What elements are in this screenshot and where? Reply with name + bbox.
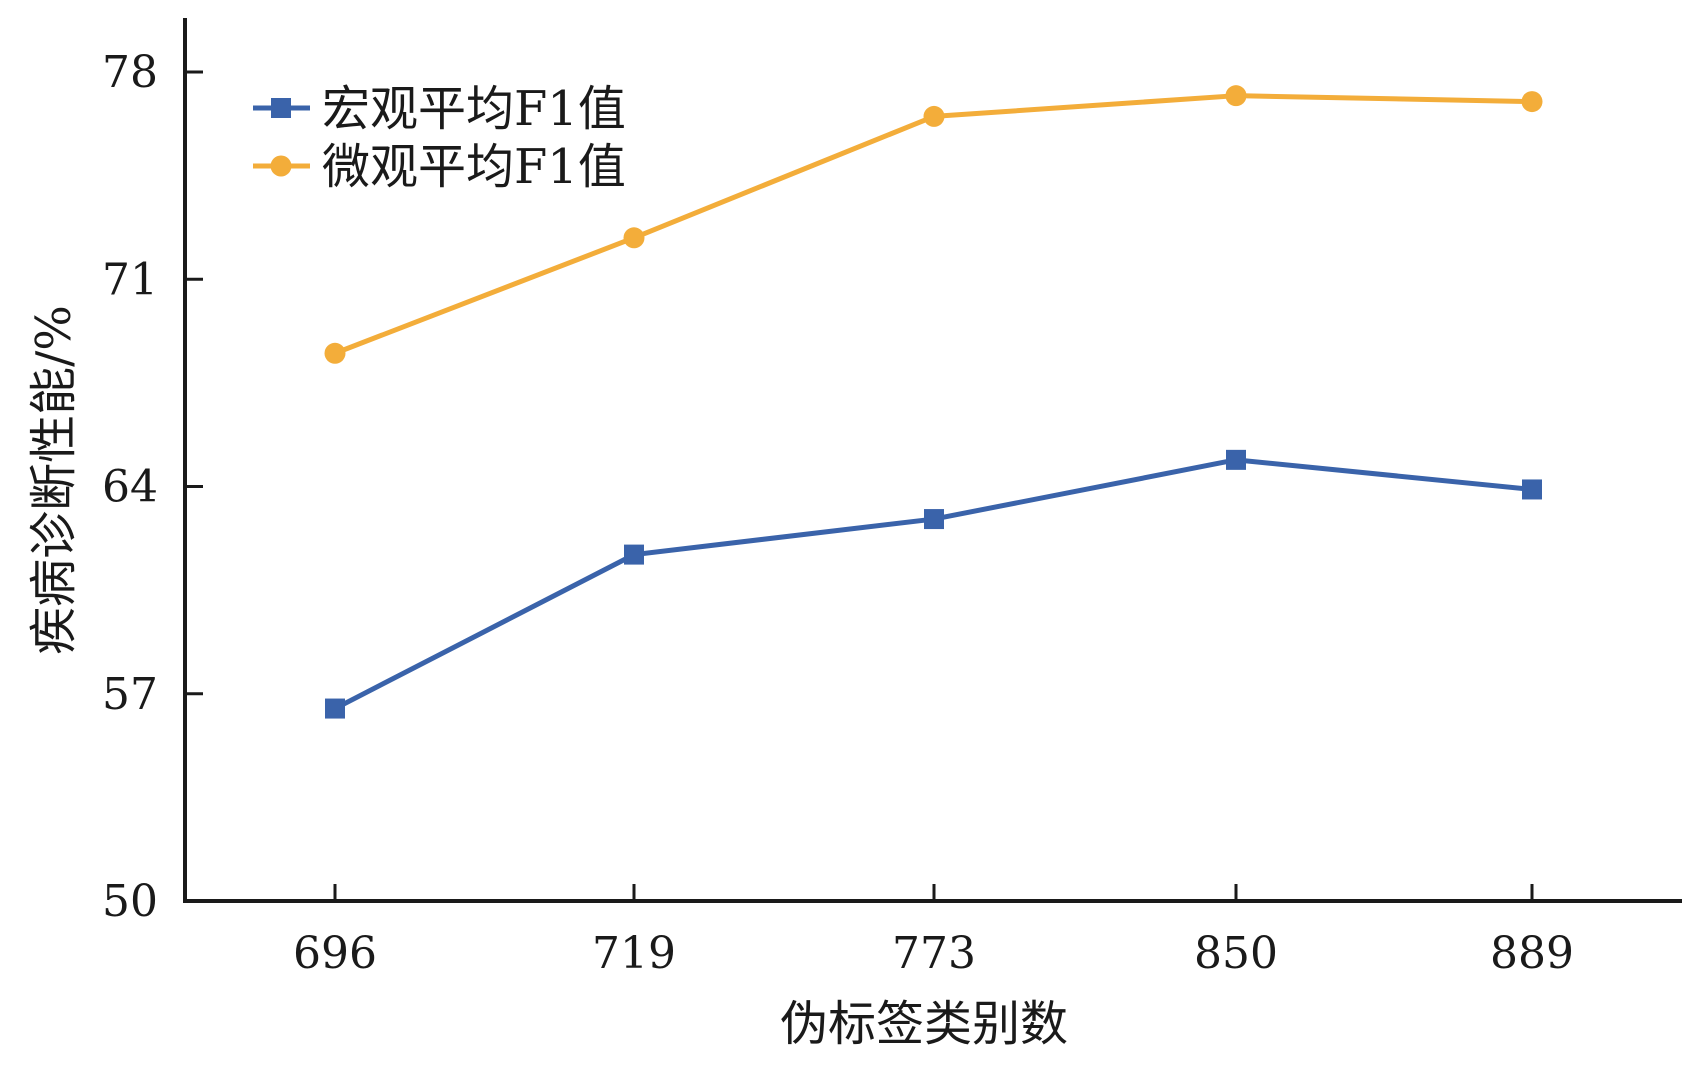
legend-label-1: 宏观平均F1值 (322, 81, 626, 137)
data-point-circle (1521, 91, 1543, 113)
legend-marker-circle (270, 155, 292, 177)
data-point-circle (923, 105, 945, 127)
data-point-square (325, 698, 345, 719)
data-point-square (1226, 449, 1246, 470)
y-axis-title: 疾病诊断性能/% (26, 305, 82, 655)
x-tick-label: 719 (592, 928, 676, 979)
data-point-circle (1225, 85, 1247, 107)
legend-label-2: 微观平均F1值 (322, 139, 626, 195)
data-point-circle (324, 342, 346, 364)
y-ticks: 50 57 64 71 78 (102, 47, 203, 927)
y-tick-label: 64 (102, 462, 158, 513)
series-layer (324, 85, 1543, 719)
data-point-square (624, 544, 644, 565)
data-point-square (924, 509, 944, 530)
x-tick-label: 889 (1490, 928, 1574, 979)
x-tick-label: 696 (293, 928, 377, 979)
y-tick-label: 71 (102, 254, 158, 305)
y-tick-label: 57 (102, 669, 158, 720)
y-tick-label: 50 (102, 876, 158, 927)
x-axis-title: 伪标签类别数 (780, 996, 1068, 1052)
legend-marker-square (271, 98, 291, 118)
x-tick-label: 773 (892, 928, 976, 979)
x-tick-label: 850 (1194, 928, 1278, 979)
series-line-1 (333, 457, 1533, 711)
data-point-square (1522, 479, 1542, 500)
y-tick-label: 78 (102, 47, 158, 98)
data-point-circle (623, 227, 645, 249)
x-ticks: 696 719 773 850 889 (293, 884, 1574, 979)
